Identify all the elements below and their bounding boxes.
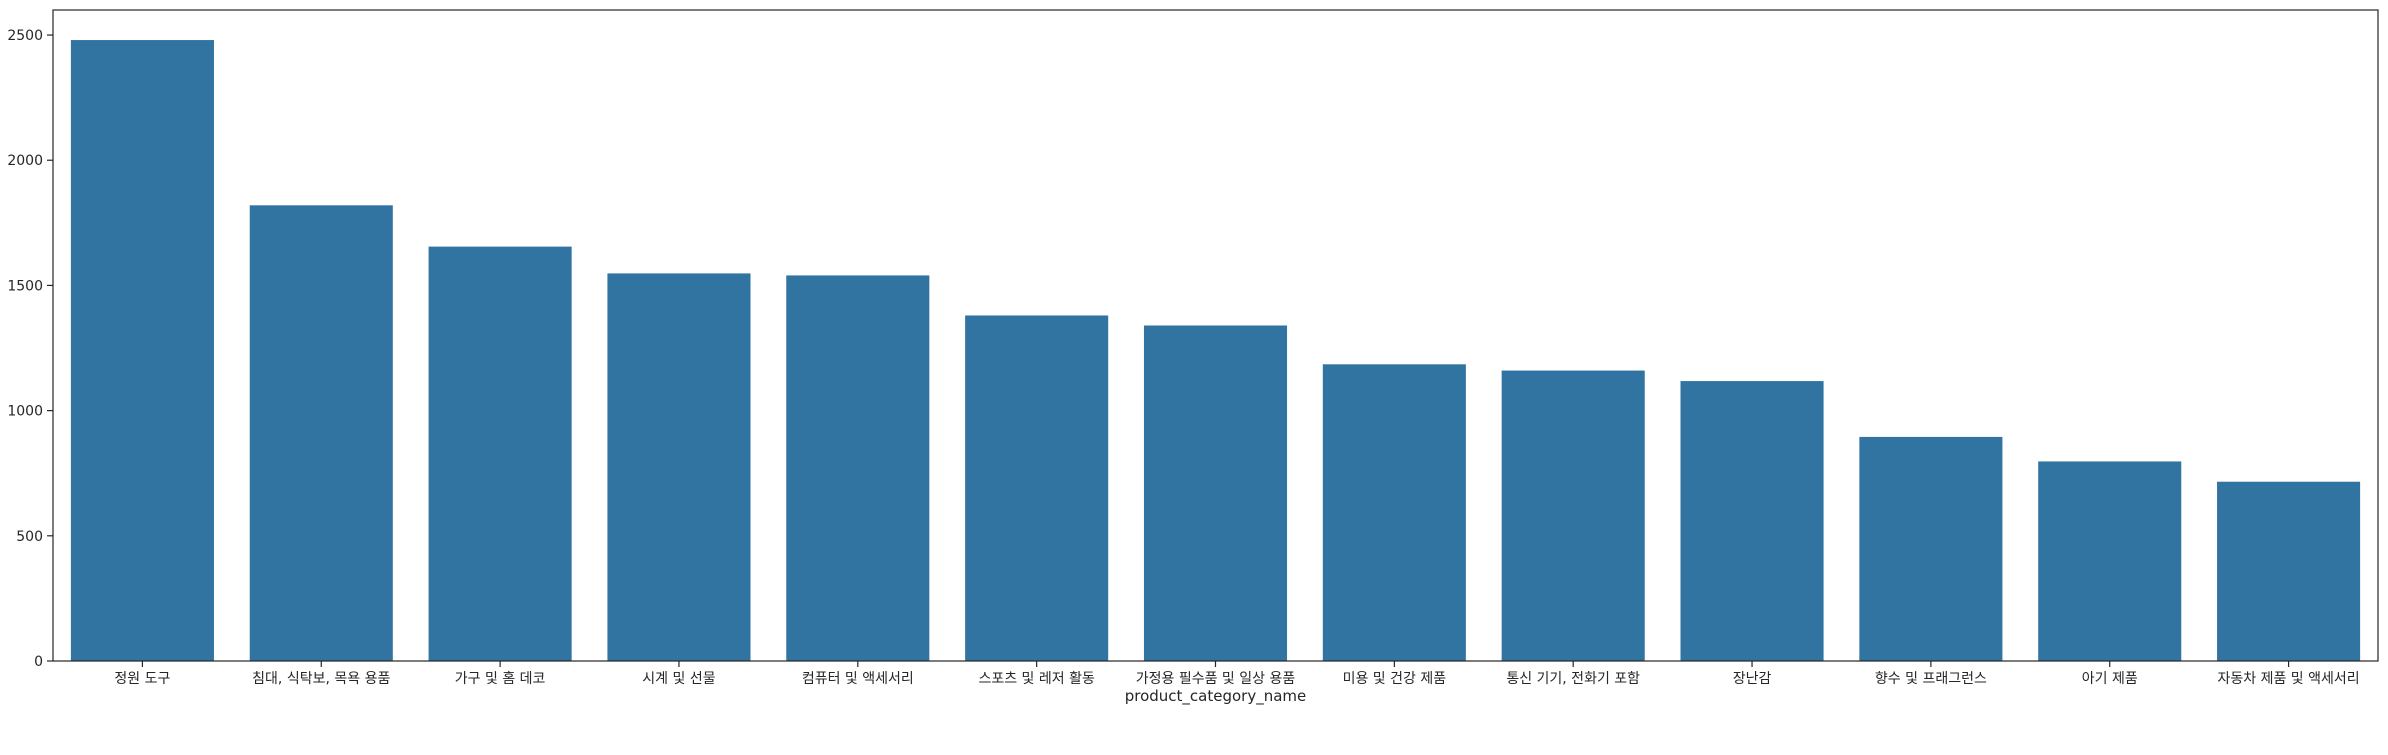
x-tick-label: 시계 및 선물	[642, 671, 715, 687]
x-tick-label: 스포츠 및 레저 활동	[978, 671, 1095, 687]
bar	[607, 273, 751, 661]
bar	[1680, 381, 1824, 661]
bar	[2038, 461, 2182, 661]
bar	[1859, 436, 2003, 661]
y-tick-label: 1000	[7, 404, 43, 420]
x-tick-label: 자동차 제품 및 액세서리	[2217, 671, 2359, 687]
y-tick-label: 2000	[7, 153, 43, 169]
x-tick-label: 가정용 필수품 및 일상 용품	[1136, 671, 1296, 687]
x-tick-label: 정원 도구	[114, 671, 170, 687]
y-tick-label: 2500	[7, 28, 43, 44]
x-tick-label: 가구 및 홈 데코	[455, 671, 546, 687]
bar	[70, 40, 214, 662]
bar	[249, 205, 393, 662]
bar	[2217, 481, 2361, 661]
bar	[1143, 325, 1288, 661]
bar	[1322, 364, 1466, 661]
y-tick-label: 0	[34, 654, 43, 670]
x-tick-label: 향수 및 프래그런스	[1875, 671, 1987, 687]
x-tick-label: 침대, 식탁보, 목욕 용품	[252, 671, 390, 687]
x-axis-label: product_category_name	[1125, 687, 1307, 706]
bar	[786, 275, 930, 661]
x-tick-label: 컴퓨터 및 액세서리	[802, 671, 914, 687]
y-axis: 0 500 1000 1500 2000 2500	[7, 28, 53, 670]
bar	[1501, 370, 1645, 661]
x-tick-label: 통신 기기, 전화기 포함	[1506, 671, 1640, 687]
x-tick-label: 장난감	[1733, 671, 1772, 687]
y-tick-label: 500	[16, 529, 43, 545]
bar	[428, 246, 572, 661]
x-axis: 정원 도구 침대, 식탁보, 목욕 용품 가구 및 홈 데코 시계 및 선물 컴퓨터 및…	[114, 661, 2360, 687]
bar	[965, 315, 1109, 661]
y-tick-label: 1500	[7, 278, 43, 294]
x-tick-label: 아기 제품	[2082, 671, 2138, 687]
x-tick-label: 미용 및 건강 제품	[1343, 671, 1447, 687]
bars-group	[70, 40, 2361, 662]
